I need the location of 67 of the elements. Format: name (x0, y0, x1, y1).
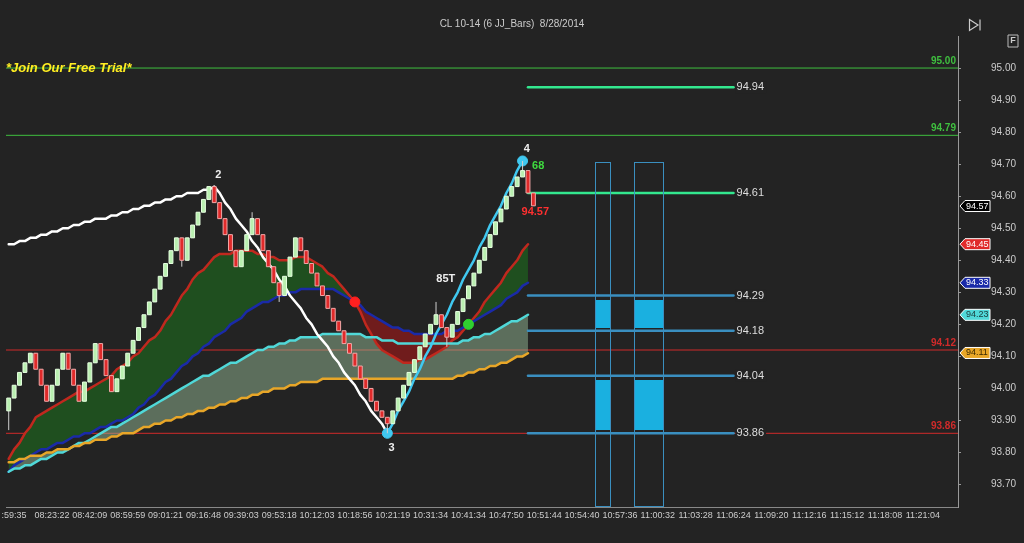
y-tick-label: 93.70 (991, 478, 1017, 490)
ref-line-label: 95.00 (930, 54, 957, 66)
x-tick-label: 10:12:03 (299, 509, 335, 520)
annotation: 68 (532, 159, 545, 172)
annotation: *Join Our Free Trial* (6, 60, 133, 76)
x-tick-label: 09:39:03 (223, 509, 259, 520)
y-tick-label: 93.90 (991, 414, 1017, 426)
x-tick-label: 11:06:24 (716, 509, 751, 520)
text: 94.33 (966, 277, 989, 288)
text: F (1010, 35, 1017, 46)
annotation: 93.86 (736, 426, 765, 439)
x-tick-label: 10:21:19 (375, 509, 411, 520)
y-tick-label: 93.80 (991, 446, 1017, 458)
y-tick-label: 94.90 (991, 93, 1017, 105)
point (381, 427, 393, 439)
annotation: 94.04 (736, 368, 765, 381)
text: 94.57 (966, 200, 989, 211)
x-tick-label: 08:23:22 (34, 509, 70, 520)
x-tick-label: :59:35 (1, 509, 27, 520)
x-tick-label: 09:53:18 (261, 509, 297, 520)
x-tick-label: 11:03:28 (678, 509, 713, 520)
x-tick-label: 11:09:20 (754, 509, 789, 520)
x-tick-label: 08:42:09 (72, 509, 108, 520)
y-tick-label: 95.00 (991, 61, 1017, 73)
x-tick-label: 10:18:56 (337, 509, 373, 520)
point (517, 155, 529, 167)
x-tick-label: 10:54:40 (564, 509, 600, 520)
y-tick-label: 94.50 (991, 221, 1017, 233)
y-tick-label: 94.00 (991, 382, 1017, 394)
annotation: 4 (523, 141, 531, 154)
x-tick-label: 10:31:34 (413, 509, 449, 520)
y-tick-label: 94.80 (991, 125, 1017, 137)
ref-line-label: 93.86 (930, 420, 957, 432)
annotation: 94.29 (736, 288, 765, 301)
x-tick-label: 11:21:04 (905, 509, 941, 520)
x-tick-label: 10:57:36 (602, 509, 638, 520)
point (349, 296, 361, 308)
x-tick-label: 09:01:21 (148, 509, 184, 520)
annotation: 3 (388, 440, 395, 453)
y-tick-label: 94.70 (991, 157, 1017, 169)
y-tick-label: 94.20 (991, 318, 1017, 330)
x-tick-label: 10:41:34 (450, 509, 486, 520)
x-tick-label: 11:15:12 (829, 509, 865, 520)
x-tick-label: 08:59:59 (110, 509, 146, 520)
y-tick-label: 94.60 (991, 189, 1017, 201)
y-tick-label: 94.30 (991, 286, 1017, 298)
y-tick-label: 94.10 (991, 350, 1017, 362)
ref-line-label: 94.79 (930, 122, 957, 134)
text: 94.23 (966, 309, 989, 320)
annotation: 2 (215, 167, 222, 180)
x-tick-label: 11:12:16 (792, 509, 827, 520)
x-tick-label: 11:18:08 (867, 509, 903, 520)
annotation: 94.94 (736, 80, 765, 93)
chart-title: CL 10-14 (6 JJ_Bars) 8/28/2014 (439, 17, 585, 29)
text: 94.45 (966, 238, 989, 249)
y-tick-label: 94.40 (991, 254, 1017, 266)
annotation: 94.61 (736, 186, 765, 199)
x-tick-label: 09:16:48 (185, 509, 221, 520)
annotation: 85T (436, 271, 456, 284)
point (462, 318, 474, 330)
x-tick-label: 10:47:50 (488, 509, 524, 520)
x-tick-label: 10:51:44 (526, 509, 562, 520)
ref-line-label: 94.12 (930, 336, 957, 348)
annotation: 94.18 (736, 323, 765, 336)
annotation: 94.57 (521, 204, 550, 217)
text: 94.11 (966, 347, 988, 358)
x-tick-label: 11:00:32 (640, 509, 675, 520)
